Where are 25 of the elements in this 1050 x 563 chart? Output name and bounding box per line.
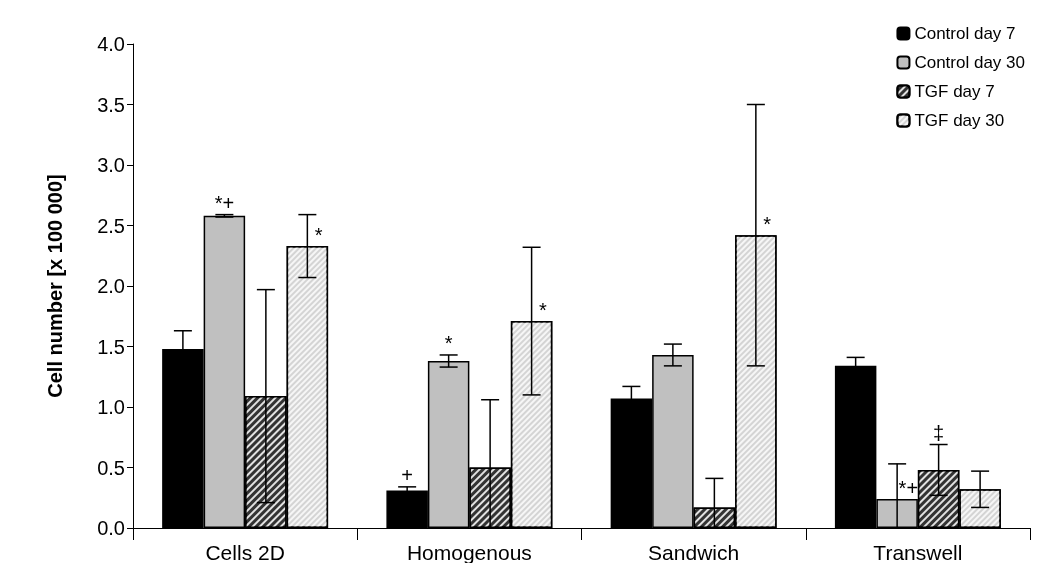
data-label: * xyxy=(538,299,547,322)
y-tick-label: 3.0 xyxy=(97,154,125,176)
data-label: + xyxy=(401,463,413,486)
data-label: * xyxy=(444,331,453,354)
x-tick-label: Transwell xyxy=(873,541,963,563)
data-label: * xyxy=(314,224,323,247)
y-axis-title: Cell number [x 100 000] xyxy=(44,174,66,398)
data-label: *+ xyxy=(214,191,235,214)
y-tick-label: 1.5 xyxy=(97,335,125,358)
y-tick-label: 3.5 xyxy=(97,93,125,116)
data-label: * xyxy=(763,213,772,236)
x-tick-label: Sandwich xyxy=(648,541,740,563)
y-tick-label: 1.0 xyxy=(97,396,125,418)
x-tick-label: Cells 2D xyxy=(205,541,285,563)
y-tick-label: 0.5 xyxy=(97,456,125,479)
legend-label: TGF day 30 xyxy=(914,111,1005,130)
y-tick-label: 2.0 xyxy=(97,275,125,297)
data-label: ‡ xyxy=(933,421,945,444)
y-tick-label: 4.0 xyxy=(97,33,125,55)
legend-label: Control day 30 xyxy=(914,53,1026,72)
y-tick-label: 0.0 xyxy=(97,517,125,539)
legend-label: Control day 7 xyxy=(914,24,1016,43)
legend-label: TGF day 7 xyxy=(914,82,995,101)
data-label: *+ xyxy=(898,476,919,499)
y-tick-label: 2.5 xyxy=(97,214,125,237)
